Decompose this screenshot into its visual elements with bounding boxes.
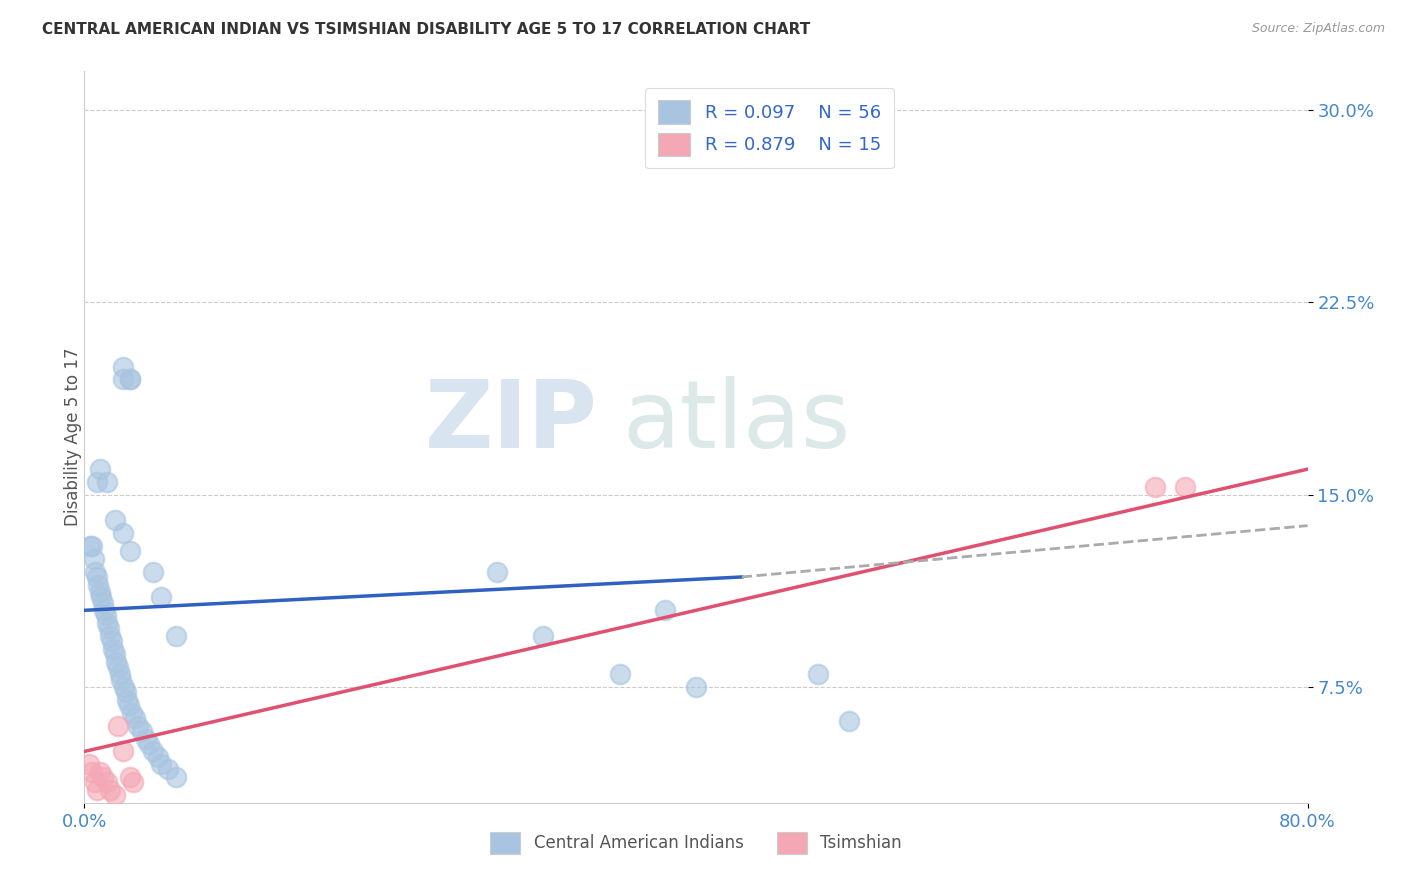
Point: [98, 783, 121, 797]
Text: Source: ZipAtlas.com: Source: ZipAtlas.com: [1251, 22, 1385, 36]
Point: [96, 616, 118, 631]
Point: [80, 764, 103, 779]
Point: [90, 591, 112, 605]
Point: [135, 731, 157, 746]
Point: [609, 667, 631, 681]
Point: [118, 698, 141, 713]
Point: [111, 372, 134, 386]
Point: [89, 585, 111, 599]
Point: [108, 667, 131, 681]
Point: [127, 719, 149, 733]
Point: [142, 565, 165, 579]
Point: [111, 526, 134, 541]
Point: [114, 685, 136, 699]
Point: [89, 462, 111, 476]
Point: [121, 706, 143, 720]
Point: [120, 770, 142, 784]
Point: [98, 629, 121, 643]
Point: [157, 763, 180, 777]
Point: [84, 775, 107, 789]
Point: [86, 475, 108, 489]
Point: [80, 539, 103, 553]
Point: [120, 544, 142, 558]
Point: [122, 775, 145, 789]
Point: [111, 359, 134, 374]
Point: [103, 641, 125, 656]
Point: [838, 714, 860, 728]
Text: ZIP: ZIP: [425, 376, 598, 468]
Point: [105, 655, 128, 669]
Point: [91, 596, 114, 610]
Point: [1174, 480, 1197, 494]
Point: [685, 681, 707, 695]
Point: [104, 788, 127, 802]
Point: [531, 629, 554, 643]
Point: [654, 603, 676, 617]
Point: [1143, 480, 1166, 494]
Point: [120, 372, 142, 386]
Point: [94, 608, 117, 623]
Point: [96, 475, 118, 489]
Point: [93, 603, 115, 617]
Point: [138, 737, 160, 751]
Point: [107, 719, 129, 733]
Point: [89, 764, 111, 779]
Point: [79, 539, 101, 553]
Point: [807, 667, 830, 681]
Point: [115, 693, 138, 707]
Point: [142, 744, 165, 758]
Point: [104, 514, 127, 528]
Point: [120, 372, 142, 386]
Point: [131, 723, 153, 738]
Point: [111, 744, 134, 758]
Point: [97, 621, 120, 635]
Point: [86, 570, 108, 584]
Point: [149, 591, 172, 605]
Text: atlas: atlas: [623, 376, 851, 468]
Point: [112, 681, 135, 695]
Point: [149, 757, 172, 772]
Text: CENTRAL AMERICAN INDIAN VS TSIMSHIAN DISABILITY AGE 5 TO 17 CORRELATION CHART: CENTRAL AMERICAN INDIAN VS TSIMSHIAN DIS…: [42, 22, 810, 37]
Point: [96, 775, 118, 789]
Point: [486, 565, 509, 579]
Point: [86, 783, 108, 797]
Point: [146, 749, 169, 764]
Point: [84, 565, 107, 579]
Point: [77, 757, 100, 772]
Legend: Central American Indians, Tsimshian: Central American Indians, Tsimshian: [484, 826, 908, 860]
Point: [87, 577, 110, 591]
Point: [104, 647, 127, 661]
Point: [91, 770, 114, 784]
Point: [110, 673, 132, 687]
Point: [165, 629, 187, 643]
Point: [165, 770, 187, 784]
Point: [101, 634, 124, 648]
Point: [107, 660, 129, 674]
Y-axis label: Disability Age 5 to 17: Disability Age 5 to 17: [65, 348, 82, 526]
Point: [124, 711, 146, 725]
Point: [83, 552, 105, 566]
